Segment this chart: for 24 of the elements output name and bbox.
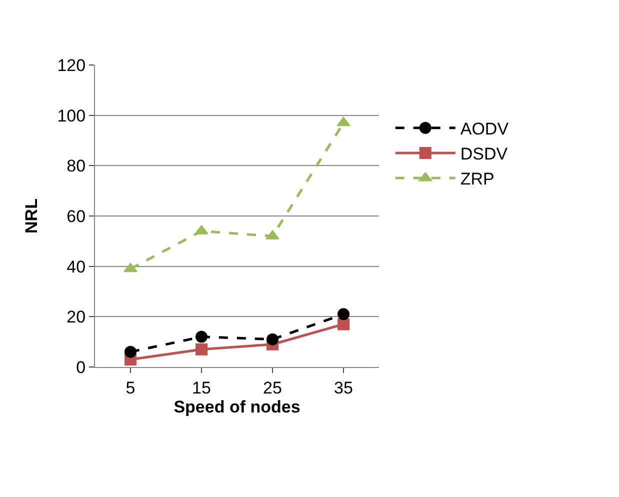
y-tick-label: 120 [57,56,86,75]
x-tick-label: 5 [126,378,136,398]
point [338,318,350,330]
x-axis-title: Speed of nodes [174,397,300,416]
y-tick-label: 80 [66,156,86,176]
y-tick-label: 100 [57,106,86,126]
x-tick-label: 15 [192,378,211,398]
point [124,346,136,358]
y-tick-label: 0 [76,358,86,377]
point [124,262,138,272]
point [266,333,278,346]
x-tick-label: 35 [334,378,353,398]
point [196,330,208,343]
y-tick-label: 20 [66,308,86,327]
point [196,343,208,356]
x-tick-label: 25 [263,378,282,398]
legend-label: ZRP [460,170,494,189]
legend-label: AODV [460,119,510,138]
point [336,116,350,126]
y-axis-title: NRL [22,198,41,234]
legend-label: DSDV [460,144,508,164]
y-tick-label: 60 [66,206,86,226]
point [338,308,350,320]
y-tick-label: 40 [66,257,86,276]
